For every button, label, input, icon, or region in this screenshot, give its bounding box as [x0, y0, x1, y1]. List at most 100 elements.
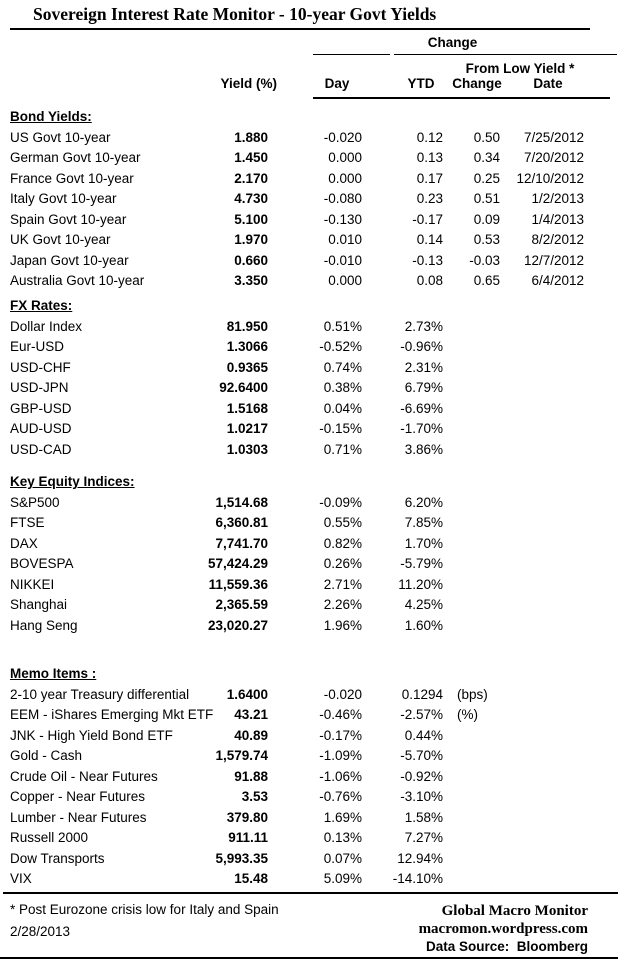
day-col-rule: [313, 54, 390, 55]
day-value: -0.020: [323, 129, 362, 145]
col-header-date: Date: [533, 76, 563, 91]
date-value: [500, 554, 584, 575]
ytd-value: -14.10%: [392, 871, 443, 886]
date-value: [500, 337, 584, 358]
table-row: Shanghai 2,365.59 2.26% 4.25%: [10, 595, 584, 616]
yield-value: 81.950: [226, 318, 268, 334]
day-value: 0.04%: [323, 400, 362, 416]
row-label: Dollar Index: [10, 318, 83, 334]
date-value: [500, 869, 584, 890]
date-value: 8/2/2012: [531, 232, 585, 247]
section-header-row: Key Equity Indices:: [10, 472, 584, 493]
ytd-value: -0.17: [412, 211, 443, 227]
day-value: -0.52%: [319, 339, 362, 354]
row-label: Shanghai: [10, 597, 68, 612]
date-value: [500, 685, 584, 706]
day-value: -1.06%: [319, 768, 362, 784]
ytd-value: -0.92%: [400, 768, 443, 784]
date-value: 12/10/2012: [516, 170, 585, 186]
yield-value: 1.0303: [226, 441, 268, 457]
section-table: Memo Items : 2-10 year Treasury different…: [10, 664, 584, 890]
ytd-note: [443, 595, 500, 616]
day-value: -0.130: [323, 211, 362, 227]
table-row: DAX 7,741.70 0.82% 1.70%: [10, 534, 584, 555]
date-value: [500, 746, 584, 767]
ytd-value: -5.70%: [400, 748, 443, 763]
row-label: Copper - Near Futures: [10, 789, 146, 804]
row-label: BOVESPA: [10, 556, 74, 571]
day-value: -0.17%: [319, 727, 362, 743]
table-row: US Govt 10-year 1.880 -0.020 0.12 0.50 7/25/2…: [10, 128, 584, 149]
change-group-header: Change: [427, 35, 478, 50]
row-label: Eur-USD: [10, 339, 65, 354]
row-label: Italy Govt 10-year: [10, 191, 117, 206]
date-value: [500, 513, 584, 534]
day-value: -0.010: [323, 252, 362, 268]
yield-value: 1.5168: [226, 400, 268, 416]
yield-value: 5,993.35: [215, 850, 268, 866]
row-label: DAX: [10, 535, 38, 551]
yield-value: 0.660: [234, 252, 268, 268]
day-value: 0.38%: [323, 380, 362, 395]
day-value: 0.71%: [323, 441, 362, 457]
ytd-value: -1.70%: [400, 421, 443, 436]
from-low-group-header: From Low Yield *: [465, 61, 575, 76]
ytd-note: [443, 828, 500, 849]
table-row: USD-JPN 92.6400 0.38% 6.79%: [10, 378, 584, 399]
date-value: [500, 616, 584, 637]
yield-value: 1.3066: [226, 339, 268, 354]
ytd-value: 6.79%: [404, 380, 443, 395]
ytd-value: 4.25%: [404, 597, 443, 612]
change-value: 0.25: [473, 170, 500, 186]
col-header-ytd: YTD: [407, 76, 435, 91]
ytd-value: 0.14: [416, 232, 443, 247]
yield-value: 5.100: [234, 211, 268, 227]
day-value: 0.82%: [323, 535, 362, 551]
ytd-value: -5.79%: [400, 556, 443, 571]
table-row: France Govt 10-year 2.170 0.000 0.17 0.25 12/…: [10, 169, 584, 190]
table-row: Italy Govt 10-year 4.730 -0.080 0.23 0.51 1/2…: [10, 189, 584, 210]
table-row: BOVESPA 57,424.29 0.26% -5.79%: [10, 554, 584, 575]
yield-value: 23,020.27: [207, 617, 268, 633]
table-row: FTSE 6,360.81 0.55% 7.85%: [10, 513, 584, 534]
yield-value: 40.89: [234, 727, 268, 743]
ytd-note: (%): [457, 707, 478, 722]
ytd-value: -3.10%: [400, 789, 443, 804]
yield-value: 4.730: [234, 191, 268, 206]
section-title: Memo Items :: [10, 666, 97, 681]
ytd-note: [443, 554, 500, 575]
date-value: [500, 849, 584, 870]
date-value: [500, 726, 584, 747]
yield-value: 0.9365: [226, 359, 268, 375]
report-date: 2/28/2013: [10, 924, 71, 939]
ytd-note: [443, 419, 500, 440]
section-title: Key Equity Indices:: [10, 474, 135, 489]
day-value: 2.26%: [323, 597, 362, 612]
yield-value: 3.53: [241, 789, 268, 804]
table-row: Hang Seng 23,020.27 1.96% 1.60%: [10, 616, 584, 637]
yield-value: 1,579.74: [215, 748, 268, 763]
table-row: Copper - Near Futures 3.53 -0.76% -3.10%: [10, 787, 584, 808]
section-header-row: Bond Yields:: [10, 107, 584, 128]
date-value: [500, 595, 584, 616]
table-row: S&P500 1,514.68 -0.09% 6.20%: [10, 493, 584, 514]
table-row: Spain Govt 10-year 5.100 -0.130 -0.17 0.09 1/…: [10, 210, 584, 231]
date-value: [500, 705, 584, 726]
ytd-value: -6.69%: [400, 400, 443, 416]
ytd-note: [443, 575, 500, 596]
row-label: Russell 2000: [10, 830, 89, 845]
row-label: AUD-USD: [10, 421, 72, 436]
change-value: 0.53: [473, 232, 500, 247]
section-table: Bond Yields: US Govt 10-year 1.880 -0.020 0.…: [10, 107, 584, 292]
day-value: 0.55%: [323, 515, 362, 530]
day-value: -0.76%: [319, 789, 362, 804]
section-title: FX Rates:: [10, 298, 73, 313]
ytd-note: [443, 767, 500, 788]
ytd-note: [443, 337, 500, 358]
table-row: Australia Govt 10-year 3.350 0.000 0.08 0.65…: [10, 271, 584, 292]
row-label: Japan Govt 10-year: [10, 252, 129, 268]
brand-url: macromon.wordpress.com: [418, 920, 588, 937]
table-row: GBP-USD 1.5168 0.04% -6.69%: [10, 399, 584, 420]
row-label: Australia Govt 10-year: [10, 273, 145, 288]
day-value: -0.09%: [319, 494, 362, 510]
